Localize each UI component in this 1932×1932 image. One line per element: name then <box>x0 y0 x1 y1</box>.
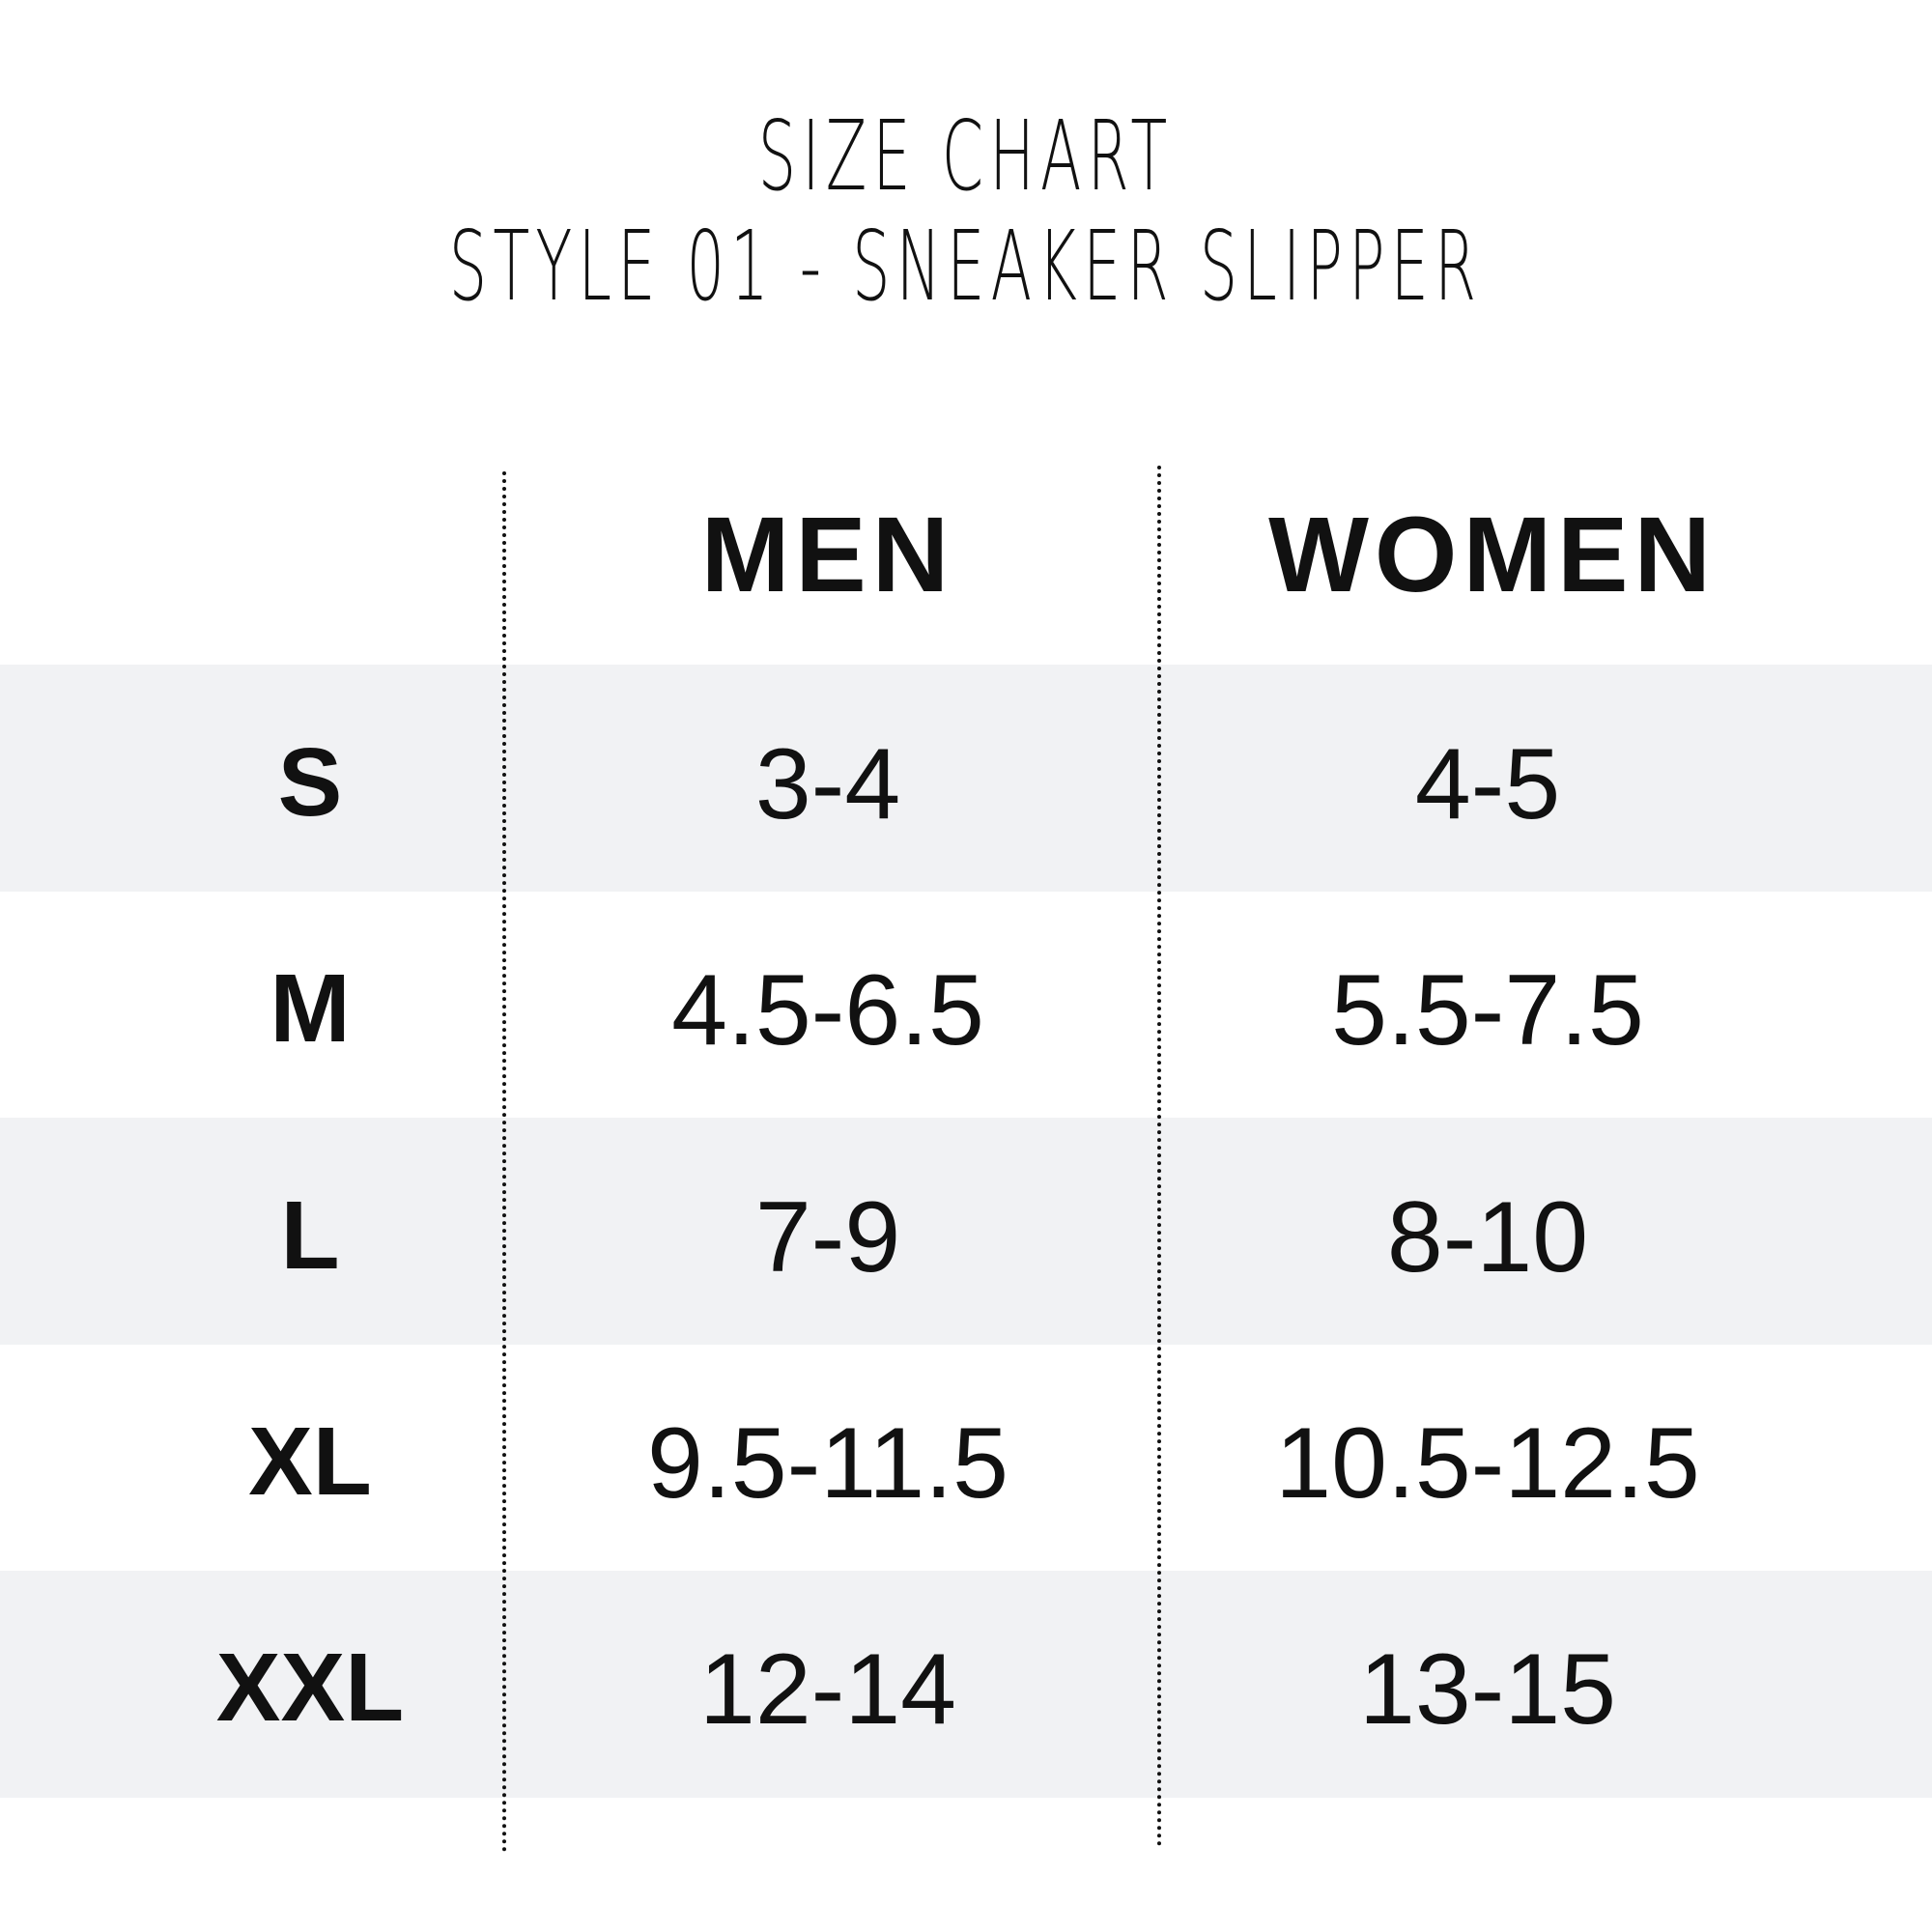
men-size-range: 12-14 <box>699 1634 956 1746</box>
column-divider <box>502 471 506 1853</box>
men-size-range: 9.5-11.5 <box>647 1407 1009 1520</box>
women-size-range: 8-10 <box>1386 1181 1589 1293</box>
size-label: S <box>277 728 343 837</box>
row-band-s <box>0 665 1932 892</box>
size-label: L <box>280 1181 340 1290</box>
women-size-range: 4-5 <box>1414 728 1561 840</box>
size-label: XL <box>248 1407 372 1516</box>
women-size-range: 13-15 <box>1359 1634 1616 1746</box>
row-band-l <box>0 1118 1932 1345</box>
row-band-xxl <box>0 1571 1932 1798</box>
men-size-range: 7-9 <box>754 1181 901 1293</box>
men-size-range: 3-4 <box>754 728 901 840</box>
men-size-range: 4.5-6.5 <box>671 954 984 1066</box>
women-size-range: 10.5-12.5 <box>1275 1407 1700 1520</box>
women-size-range: 5.5-7.5 <box>1331 954 1644 1066</box>
column-divider <box>1157 466 1161 1847</box>
chart-subtitle: STYLE 01 - SNEAKER SLIPPER <box>449 210 1483 323</box>
header-men: MEN <box>700 496 955 614</box>
chart-title: SIZE CHART <box>758 99 1174 213</box>
size-label: M <box>270 954 351 1063</box>
size-label: XXL <box>215 1634 405 1742</box>
header-women: WOMEN <box>1268 496 1717 614</box>
